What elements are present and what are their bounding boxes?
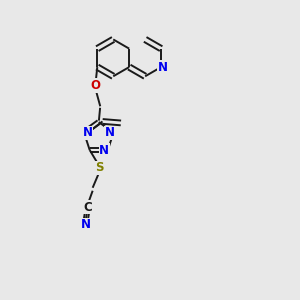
Text: N: N (81, 218, 91, 231)
Text: S: S (95, 161, 103, 174)
Text: C: C (83, 201, 92, 214)
Text: N: N (158, 61, 168, 74)
Text: N: N (82, 126, 93, 139)
Text: O: O (91, 79, 101, 92)
Text: N: N (105, 126, 115, 139)
Text: N: N (99, 143, 109, 157)
